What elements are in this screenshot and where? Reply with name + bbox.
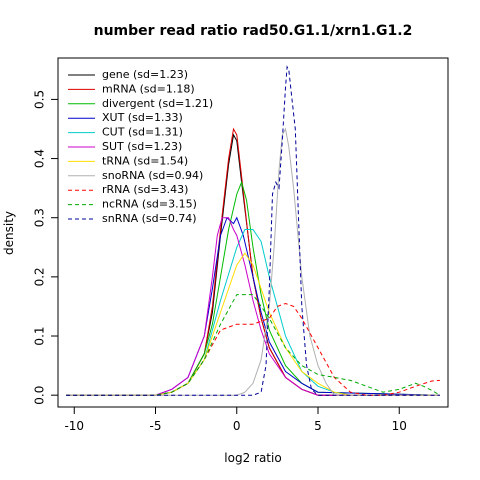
legend: gene (sd=1.23)mRNA (sd=1.18) divergent (s…	[68, 68, 213, 225]
legend-label: XUT (sd=1.33)	[102, 111, 183, 124]
x-tick-label: -10	[64, 419, 84, 433]
y-tick-label: 0.0	[33, 386, 47, 405]
x-axis: -10 -5 0 5 10	[64, 406, 407, 433]
legend-label: snoRNA (sd=0.94)	[102, 169, 203, 182]
series-line-8	[66, 302, 440, 396]
legend-label: tRNA (sd=1.54)	[102, 154, 188, 167]
x-tick-label: 5	[314, 419, 322, 433]
y-axis-label: density	[2, 211, 16, 255]
series-line-4	[66, 229, 440, 396]
legend-label: divergent (sd=1.21)	[102, 97, 213, 110]
series-line-7	[66, 127, 440, 396]
y-tick-label: 0.4	[33, 149, 47, 168]
series-line-6	[66, 252, 440, 396]
legend-label: snRNA (sd=0.74)	[102, 212, 197, 225]
y-axis: 0.0 0.1 0.2 0.3 0.4 0.5	[33, 90, 59, 405]
legend-label: ncRNA (sd=3.15)	[102, 198, 197, 211]
legend-label: gene (sd=1.23)	[102, 68, 188, 81]
y-tick-label: 0.1	[33, 326, 47, 345]
series-line-5	[66, 217, 440, 396]
legend-label: rRNA (sd=3.43)	[102, 183, 188, 196]
y-tick-label: 0.3	[33, 208, 47, 227]
series-line-9	[66, 294, 441, 396]
legend-label: SUT (sd=1.23)	[102, 140, 182, 153]
legend-label: mRNA (sd=1.18)	[102, 82, 195, 95]
x-axis-label: log2 ratio	[224, 451, 281, 465]
series-layer	[66, 65, 441, 396]
y-tick-label: 0.2	[33, 267, 47, 286]
chart-title: number read ratio rad50.G1.1/xrn1.G1.2	[94, 23, 413, 39]
y-tick-label: 0.5	[33, 90, 47, 109]
x-tick-label: 10	[392, 419, 407, 433]
x-tick-label: -5	[150, 419, 162, 433]
x-tick-label: 0	[233, 419, 241, 433]
legend-label: CUT (sd=1.31)	[102, 126, 183, 139]
